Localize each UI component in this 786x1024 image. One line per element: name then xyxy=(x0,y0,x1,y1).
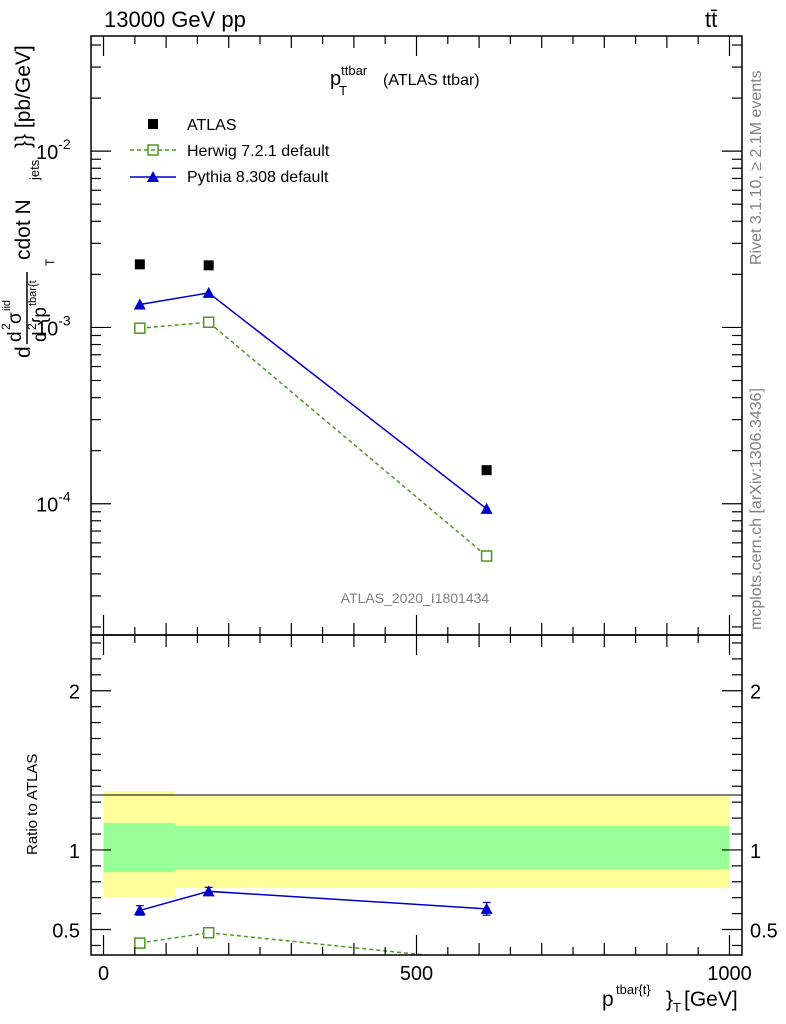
xlabel-brace: } xyxy=(666,988,673,1011)
main-y-tick-labels: 10-410-310-2 xyxy=(36,136,71,517)
legend-herwig-marker xyxy=(147,144,159,156)
ylabel-frac-den-tbar: tbar{t xyxy=(27,280,39,306)
main-herwig-point xyxy=(480,550,493,562)
main-y-tick-base: 10 xyxy=(36,495,58,517)
main-pythia-line xyxy=(139,292,488,510)
ratio-y-axis-label: Ratio to ATLAS xyxy=(24,754,41,855)
x-axis-label: p tbar{t} } T [GeV] xyxy=(602,982,738,1015)
main-y-tick-base: 10 xyxy=(36,142,58,164)
main-title: pttbar T xyxy=(330,63,368,98)
main-y-tick-label: 10-4 xyxy=(36,489,71,517)
main-atlas-point xyxy=(481,465,492,476)
main-pythia-point xyxy=(202,286,215,298)
xlabel-sup: tbar{t} xyxy=(616,982,651,997)
ratio-y-tick-label-left: 2 xyxy=(69,682,80,704)
ratio-pythia-line xyxy=(139,890,487,912)
xlabel-sub: T xyxy=(673,1000,681,1015)
ylabel-frac-num-sup2: 2 xyxy=(0,323,13,330)
xlabel-p: p xyxy=(602,988,614,1011)
ylabel-frac-num-sigma: σ xyxy=(5,312,26,324)
main-herwig-point xyxy=(202,316,215,329)
main-y-tick-exp: -4 xyxy=(58,489,71,505)
ratio-y-tick-label-left: 0.5 xyxy=(52,921,80,943)
header-energy-label: 13000 GeV pp xyxy=(104,7,246,32)
x-tick-label: 500 xyxy=(400,963,433,985)
legend-pythia-label: Pythia 8.308 default xyxy=(187,169,329,186)
main-pythia-point xyxy=(480,502,493,514)
main-title-rest: (ATLAS ttbar) xyxy=(383,72,480,89)
legend: ATLAS Herwig 7.2.1 default Pythia 8.308 … xyxy=(130,117,330,186)
main-atlas-point xyxy=(134,259,145,270)
ylabel-d1: d xyxy=(12,346,35,358)
ratio-bands xyxy=(103,791,730,898)
ratio-herwig-line xyxy=(139,931,433,955)
ratio-herwig-point xyxy=(134,937,146,949)
ratio-band-green xyxy=(175,826,730,870)
xlabel-unit: [GeV] xyxy=(684,988,738,1011)
ratio-axis-ticks xyxy=(91,635,742,955)
legend-atlas-label: ATLAS xyxy=(187,117,237,134)
ratio-data-layer xyxy=(133,885,493,966)
ratio-herwig-point xyxy=(482,956,492,966)
main-y-axis-label: d d 2 σ iid d 2 {p tbar{t T cdot N jets … xyxy=(0,45,57,358)
main-y-tick-exp: -3 xyxy=(58,312,71,328)
ylabel-frac-num-iid: iid xyxy=(1,300,13,311)
main-atlas-point xyxy=(203,260,214,271)
ylabel-frac-den-d: d xyxy=(30,331,51,342)
ratio-pythia-point xyxy=(480,902,493,914)
ylabel-cdot-n: cdot N xyxy=(12,199,35,260)
main-data-layer xyxy=(133,259,493,562)
header-process-label: tt̄ xyxy=(705,7,717,32)
ratio-y-tick-label-right: 1 xyxy=(750,841,761,863)
ylabel-frac-den-T: T xyxy=(43,258,57,266)
main-title-sub: T xyxy=(339,83,347,98)
legend-atlas-marker xyxy=(148,119,158,129)
rivet-version-label: Rivet 3.1.10, ≥ 2.1M events xyxy=(748,70,765,265)
ratio-herwig-point xyxy=(202,926,215,939)
analysis-watermark: ATLAS_2020_I1801434 xyxy=(341,590,490,606)
main-herwig-point xyxy=(134,322,146,334)
ratio-x-tick-labels: 0 500 1000 xyxy=(98,963,752,985)
ylabel-frac-den-sup2: 2 xyxy=(25,323,39,330)
legend-herwig-label: Herwig 7.2.1 default xyxy=(187,143,330,160)
main-y-tick-base: 10 xyxy=(36,318,58,340)
ratio-pythia-point xyxy=(133,904,146,916)
x-tick-label: 1000 xyxy=(707,963,752,985)
main-title-sup: ttbar xyxy=(341,63,368,78)
ratio-pythia-point xyxy=(202,885,215,897)
main-y-tick-label: 10-3 xyxy=(36,312,71,340)
ylabel-unit: }} [pb/GeV] xyxy=(12,45,35,148)
ylabel-jets: jets xyxy=(27,159,42,181)
mcplots-label: mcplots.cern.ch [arXiv:1306.3436] xyxy=(748,388,765,630)
x-tick-label: 0 xyxy=(98,963,109,985)
ratio-y-tick-label-right: 0.5 xyxy=(750,921,778,943)
main-pythia-point xyxy=(133,298,146,310)
main-title-p: p xyxy=(330,68,341,90)
main-axis-ticks xyxy=(91,36,742,635)
main-herwig-line xyxy=(139,321,488,557)
ratio-band-green xyxy=(103,822,176,873)
ratio-y-tick-labels: 0.5 0.5 1 1 2 2 xyxy=(52,682,778,943)
ylabel-frac-num-d: d xyxy=(5,331,26,342)
ratio-y-tick-label-right: 2 xyxy=(750,682,761,704)
main-y-tick-exp: -2 xyxy=(58,136,71,152)
legend-pythia-marker xyxy=(147,171,159,182)
main-y-tick-label: 10-2 xyxy=(36,136,71,164)
ylabel-frac-den-p: {p xyxy=(30,307,51,324)
ratio-y-tick-label-left: 1 xyxy=(69,841,80,863)
